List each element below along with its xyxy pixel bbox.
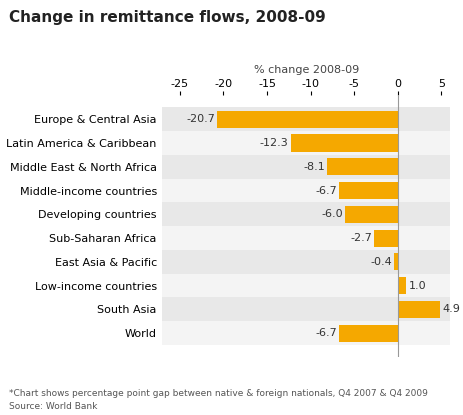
Bar (162, 250, 449, 274)
Bar (338, 325, 397, 342)
Bar (162, 298, 449, 321)
Text: *Chart shows percentage point gap between native & foreign nationals, Q4 2007 & : *Chart shows percentage point gap betwee… (9, 389, 427, 411)
Text: -8.1: -8.1 (303, 162, 324, 172)
Bar (162, 131, 449, 155)
Text: -12.3: -12.3 (259, 138, 288, 148)
Bar (397, 277, 406, 294)
X-axis label: % change 2008-09: % change 2008-09 (253, 65, 358, 75)
Bar (338, 182, 397, 199)
Bar (290, 134, 397, 151)
Text: Change in remittance flows, 2008-09: Change in remittance flows, 2008-09 (9, 10, 325, 25)
Bar (162, 321, 449, 345)
Text: 4.9: 4.9 (442, 304, 460, 315)
Bar (162, 274, 449, 298)
Text: -6.0: -6.0 (321, 209, 343, 219)
Bar (345, 206, 397, 223)
Text: -6.7: -6.7 (315, 328, 337, 338)
Bar (162, 155, 449, 178)
Bar (397, 301, 439, 318)
Text: 1.0: 1.0 (408, 281, 425, 290)
Bar (394, 253, 397, 271)
Text: -6.7: -6.7 (315, 186, 337, 195)
Bar (162, 107, 449, 131)
Bar (326, 158, 397, 175)
Bar (162, 226, 449, 250)
Bar (217, 111, 397, 128)
Bar (374, 229, 397, 247)
Bar (162, 178, 449, 203)
Text: -20.7: -20.7 (186, 114, 215, 124)
Bar (162, 203, 449, 226)
Text: -0.4: -0.4 (369, 257, 391, 267)
Text: -2.7: -2.7 (350, 233, 371, 243)
